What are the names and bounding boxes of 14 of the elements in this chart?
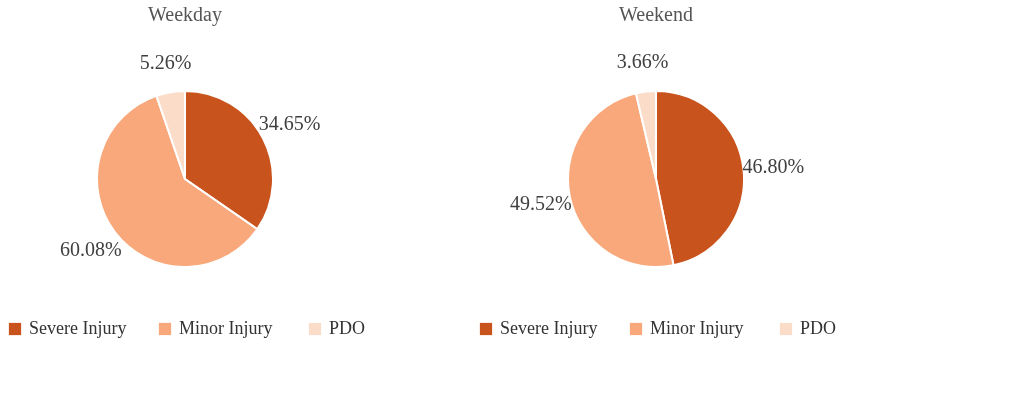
legend-label: Severe Injury (29, 318, 127, 338)
legend-label: Minor Injury (179, 318, 273, 338)
data-label: 3.66% (616, 49, 669, 72)
chart-title: Weekday (148, 3, 222, 26)
data-label: 5.26% (139, 50, 192, 73)
data-label: 34.65% (258, 112, 321, 135)
data-label: 49.52% (509, 192, 572, 215)
legend-label: PDO (800, 318, 837, 338)
data-label: 60.08% (60, 238, 122, 261)
legend-label: Severe Injury (500, 318, 598, 338)
legend-label: PDO (329, 318, 366, 338)
chart-title: Weekend (619, 3, 693, 25)
data-label: 46.80% (742, 155, 805, 178)
legend-label: Minor Injury (650, 318, 744, 338)
